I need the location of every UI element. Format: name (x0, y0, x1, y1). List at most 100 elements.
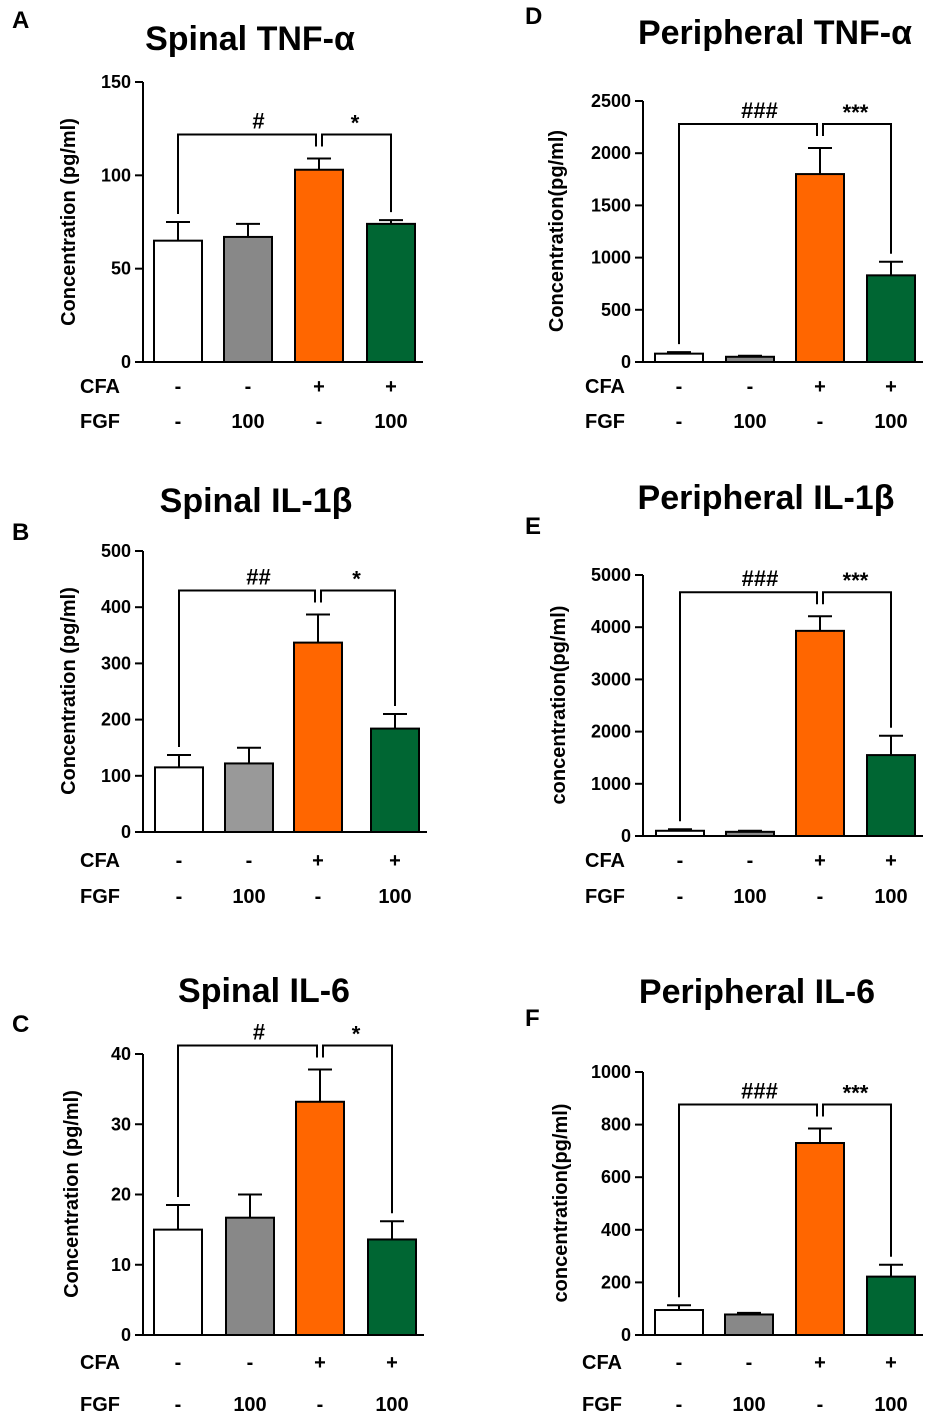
y-tick-label: 1000 (591, 1062, 631, 1082)
fgf-condition: 100 (233, 1394, 266, 1416)
significance-bracket-left (177, 133, 317, 214)
chart-title: Peripheral IL-6 (639, 973, 875, 1011)
y-tick-label: 150 (101, 72, 131, 92)
fgf-condition: - (817, 1394, 824, 1416)
y-tick-label: 2000 (591, 722, 631, 742)
panel-label: B (12, 519, 29, 546)
cfa-condition: + (389, 850, 401, 872)
condition-row-label: CFA (585, 850, 625, 872)
y-axis-label: Concentration (pg/ml) (61, 1090, 83, 1298)
y-axis-label: Concentration (pg/ml) (58, 118, 80, 326)
significance-label-left: ### (741, 98, 778, 123)
fgf-condition: 100 (232, 886, 265, 908)
significance-label-left: # (252, 109, 264, 134)
cfa-condition: + (885, 1352, 897, 1374)
bar (654, 1309, 704, 1337)
chart-title: Spinal TNF-α (145, 20, 355, 58)
fgf-condition: 100 (874, 1394, 907, 1416)
condition-row-label: CFA (80, 1352, 120, 1374)
cfa-condition: - (246, 850, 253, 872)
fgf-condition: 100 (874, 411, 907, 433)
y-tick-label: 0 (621, 352, 631, 372)
y-tick-label: 200 (601, 1272, 631, 1292)
fgf-condition: 100 (378, 886, 411, 908)
bar (795, 173, 845, 363)
y-tick-label: 1000 (591, 248, 631, 268)
condition-row-label: FGF (80, 886, 120, 908)
chart-title: Spinal IL-6 (178, 972, 350, 1010)
bar (366, 222, 416, 363)
y-tick-label: 400 (601, 1220, 631, 1240)
y-tick-label: 50 (111, 259, 131, 279)
bar (866, 1275, 916, 1337)
fgf-condition: 100 (375, 1394, 408, 1416)
cfa-condition: + (814, 1352, 826, 1374)
fgf-condition: 100 (874, 886, 907, 908)
bar (294, 168, 344, 363)
significance-label-left: # (253, 1019, 265, 1044)
chart-title: Peripheral IL-1β (638, 479, 895, 517)
y-tick-label: 4000 (591, 617, 631, 637)
fgf-condition: - (316, 411, 323, 433)
fgf-condition: - (817, 411, 824, 433)
y-tick-label: 800 (601, 1115, 631, 1135)
cfa-condition: - (247, 1352, 254, 1374)
y-tick-label: 100 (101, 766, 131, 786)
y-tick-label: 1500 (591, 195, 631, 215)
cfa-condition: + (314, 1352, 326, 1374)
bar (153, 239, 203, 364)
panel-d: D Peripheral TNF-α Concentration(pg/ml) 0 50… (525, 3, 923, 433)
cfa-condition: + (385, 376, 397, 398)
significance-bracket-left (178, 589, 316, 748)
y-axis-label: Concentration(pg/ml) (546, 130, 568, 332)
cfa-condition: - (747, 376, 754, 398)
panel-label: A (12, 7, 29, 34)
cfa-condition: + (885, 850, 897, 872)
cfa-condition: - (746, 1352, 753, 1374)
bar (795, 629, 845, 837)
significance-label-right: * (351, 111, 360, 136)
y-tick-label: 0 (621, 826, 631, 846)
y-tick-label: 0 (621, 1325, 631, 1345)
bar (866, 274, 916, 363)
significance-bracket-right (320, 589, 396, 706)
condition-row-label: FGF (80, 411, 120, 433)
condition-row-label: CFA (585, 376, 625, 398)
y-tick-label: 3000 (591, 669, 631, 689)
fgf-condition: 100 (733, 886, 766, 908)
bar (370, 727, 420, 833)
y-tick-label: 400 (101, 597, 131, 617)
cfa-condition: - (676, 376, 683, 398)
panel-f: F Peripheral IL-6 concentration(pg/ml) 0 200… (525, 973, 923, 1416)
cfa-condition: - (677, 850, 684, 872)
chart-title: Spinal IL-1β (160, 482, 353, 520)
significance-bracket-left (177, 1044, 318, 1198)
cfa-condition: + (312, 850, 324, 872)
fgf-condition: 100 (733, 411, 766, 433)
fgf-condition: - (676, 411, 683, 433)
cfa-condition: + (386, 1352, 398, 1374)
y-tick-label: 600 (601, 1167, 631, 1187)
bar (295, 1100, 345, 1337)
bar (224, 762, 274, 833)
significance-bracket-right (322, 1044, 393, 1214)
condition-row-label: CFA (582, 1352, 622, 1374)
bar (724, 1313, 774, 1336)
y-tick-label: 500 (601, 300, 631, 320)
significance-label-right: *** (843, 100, 869, 125)
fgf-condition: - (676, 1394, 683, 1416)
bar (795, 1142, 845, 1337)
panel-e: E Peripheral IL-1β concentration(pg/ml) 0 10… (525, 479, 923, 908)
y-tick-label: 0 (121, 822, 131, 842)
fgf-condition: - (817, 886, 824, 908)
y-tick-label: 300 (101, 653, 131, 673)
y-tick-label: 0 (121, 1325, 131, 1345)
y-tick-label: 0 (121, 352, 131, 372)
y-tick-label: 2000 (591, 143, 631, 163)
y-tick-label: 30 (111, 1114, 131, 1134)
bar (866, 754, 916, 838)
cfa-condition: + (814, 850, 826, 872)
fgf-condition: 100 (231, 411, 264, 433)
fgf-condition: - (175, 411, 182, 433)
chart-title: Peripheral TNF-α (638, 14, 912, 52)
